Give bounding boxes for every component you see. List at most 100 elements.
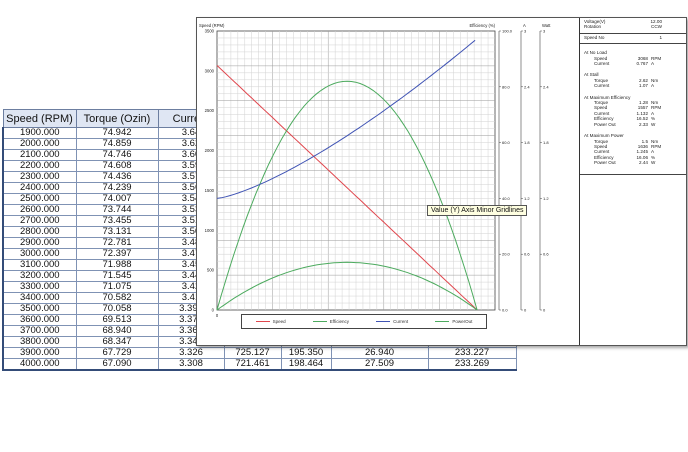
y-right-tick-label-efficiency: 80.0 [502, 84, 511, 89]
table-cell[interactable]: 71.988 [75, 259, 159, 271]
table-cell[interactable]: 74.746 [75, 149, 159, 161]
table-cell[interactable]: 73.131 [75, 226, 159, 238]
table-cell[interactable]: 71.545 [75, 270, 159, 282]
motor-info-panel: Voltage(V) 12.00 Rotation CCW Speed No 1 At… [579, 18, 686, 345]
info-section-title: At No Load [584, 50, 607, 56]
info-rotation: Rotation CCW [584, 24, 662, 30]
info-sections: At No Load Speed 3068 RPM Current 0.767 A At St… [580, 50, 686, 175]
table-cell[interactable]: 74.608 [75, 160, 159, 172]
table-cell[interactable]: 3000.000 [2, 248, 77, 260]
legend-item-speed: Speed [255, 319, 286, 324]
table-row: 4000.000 67.090 3.308 721.461 198.464 27.509 2… [2, 358, 517, 371]
legend-item-efficiency: Efficiency [312, 319, 349, 324]
table-cell[interactable]: 68.940 [75, 325, 159, 337]
table-cell[interactable]: 73.744 [75, 204, 159, 216]
info-value-row: Efficiency 16.06% [594, 154, 656, 160]
performance-chart[interactable]: 3500 3000 2500 2000 1500 1000 500 0 Speed (RPM) 0… [197, 18, 579, 345]
table-cell[interactable]: 3500.000 [2, 303, 77, 315]
table-cell[interactable]: 195.350 [280, 347, 332, 359]
powerout-curve [216, 261, 478, 311]
table-cell[interactable]: 70.582 [75, 292, 159, 304]
y-left-tick-label: 2500 [205, 108, 215, 113]
table-cell[interactable]: 3100.000 [2, 259, 77, 271]
motor-chart-window[interactable]: 3500 3000 2500 2000 1500 1000 500 0 Speed (RPM) 0… [196, 17, 687, 346]
table-cell[interactable]: 2600.000 [2, 204, 77, 216]
y-right-axis-label-efficiency: Efficiency (%) [469, 23, 495, 28]
table-cell[interactable]: 2000.000 [2, 138, 77, 150]
table-cell[interactable]: 2300.000 [2, 171, 77, 183]
legend-item-powerout: PowerOut [435, 319, 472, 324]
y-left-tick-label: 3500 [205, 29, 215, 34]
table-cell[interactable]: 725.127 [223, 347, 282, 359]
info-section-title: At Maximum Efficiency [584, 94, 631, 100]
table-cell[interactable]: 3.326 [157, 347, 225, 359]
table-cell[interactable]: 72.781 [75, 237, 159, 249]
table-cell[interactable]: 233.269 [427, 358, 517, 371]
table-cell[interactable]: 2500.000 [2, 193, 77, 205]
y-right-axis-label-power: Watt [542, 23, 551, 28]
table-cell[interactable]: 2200.000 [2, 160, 77, 172]
gridlines-tooltip: Value (Y) Axis Minor Gridlines [427, 205, 528, 216]
table-cell[interactable]: 3.308 [157, 358, 225, 371]
table-cell[interactable]: 26.940 [330, 347, 429, 359]
table-cell[interactable]: 74.942 [75, 127, 159, 139]
table-cell[interactable]: 2100.000 [2, 149, 77, 161]
y-left-tick-label: 0 [212, 308, 215, 313]
table-cell[interactable]: 67.729 [75, 347, 159, 359]
info-value-row: Speed 1557 RPM [594, 105, 662, 111]
table-cell[interactable]: 2700.000 [2, 215, 77, 227]
info-value-row: Torque 1.5 Nm [594, 138, 659, 144]
table-cell[interactable]: 3300.000 [2, 281, 77, 293]
column-header-speed[interactable]: Speed (RPM) [2, 109, 77, 128]
y-left-tick-label: 500 [207, 268, 215, 273]
y-left-tick-label: 2000 [205, 148, 215, 153]
table-cell[interactable]: 74.239 [75, 182, 159, 194]
y-left-tick-label: 1500 [205, 188, 215, 193]
table-cell[interactable]: 3400.000 [2, 292, 77, 304]
info-section-title: At Maximum Power [584, 133, 624, 139]
table-cell[interactable]: 4000.000 [2, 358, 77, 371]
y-right-tick-label-efficiency: 20.0 [502, 252, 511, 257]
y-left-tick-label: 1000 [205, 228, 215, 233]
table-cell[interactable]: 3900.000 [2, 347, 77, 359]
table-cell[interactable]: 74.436 [75, 171, 159, 183]
speed-curve [216, 65, 478, 311]
column-header-torque[interactable]: Torque (Ozin) [75, 109, 159, 128]
table-cell[interactable]: 2400.000 [2, 182, 77, 194]
table-cell[interactable]: 71.075 [75, 281, 159, 293]
table-cell[interactable]: 70.058 [75, 303, 159, 315]
table-cell[interactable]: 2900.000 [2, 237, 77, 249]
y-right-tick-label-efficiency: 40.0 [502, 196, 511, 201]
table-cell[interactable]: 74.859 [75, 138, 159, 150]
table-cell[interactable]: 74.007 [75, 193, 159, 205]
y-left-axis-label: Speed (RPM) [199, 23, 225, 28]
y-left-tick-label: 3000 [205, 68, 215, 73]
table-cell[interactable]: 721.461 [223, 358, 282, 371]
y-right-tick-label-current: 2.4 [524, 84, 530, 89]
x-tick-label: 0 [216, 313, 219, 318]
table-cell[interactable]: 3200.000 [2, 270, 77, 282]
table-cell[interactable]: 3800.000 [2, 336, 77, 348]
chart-legend[interactable]: Speed Efficiency Current PowerOut [241, 314, 487, 329]
info-value-row: Speed 1636 RPM [594, 143, 662, 149]
table-cell[interactable]: 72.397 [75, 248, 159, 260]
info-value-row: Speed 3068 RPM [594, 55, 662, 61]
table-cell[interactable]: 73.455 [75, 215, 159, 227]
table-cell[interactable]: 68.347 [75, 336, 159, 348]
table-cell[interactable]: 3600.000 [2, 314, 77, 326]
table-cell[interactable]: 198.464 [280, 358, 332, 371]
table-cell[interactable]: 69.513 [75, 314, 159, 326]
table-cell[interactable]: 1900.000 [2, 127, 77, 139]
table-cell[interactable]: 67.090 [75, 358, 159, 371]
y-right-tick-label-power: 1.2 [543, 196, 549, 201]
y-right-tick-label-current: 0.6 [524, 252, 530, 257]
y-right-axis-label-current: A [523, 23, 526, 28]
table-cell[interactable]: 27.509 [330, 358, 429, 371]
table-cell[interactable]: 233.227 [427, 347, 517, 359]
y-right-tick-label-power: 2.4 [543, 84, 549, 89]
y-right-tick-label-efficiency: 100.0 [502, 29, 513, 34]
legend-item-current: Current [376, 319, 408, 324]
info-value-row: Current 0.767 A [594, 61, 655, 67]
table-cell[interactable]: 3700.000 [2, 325, 77, 337]
table-cell[interactable]: 2800.000 [2, 226, 77, 238]
